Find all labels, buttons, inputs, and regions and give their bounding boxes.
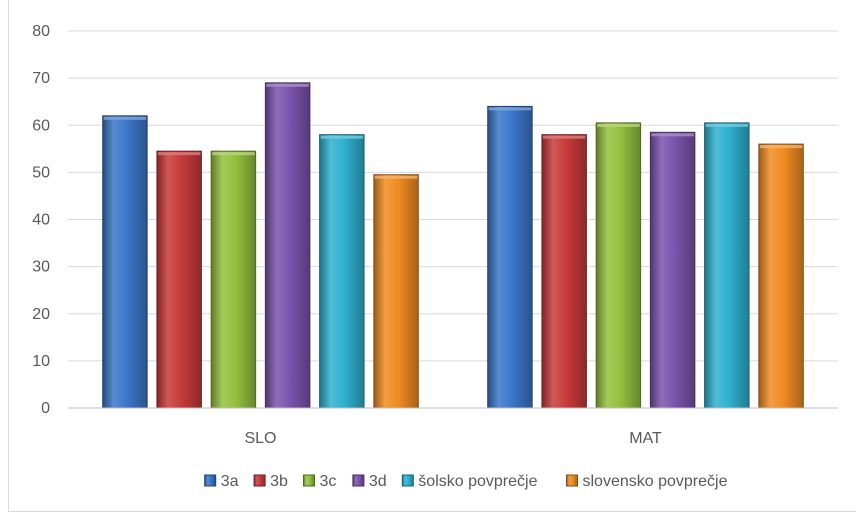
bar-highlight <box>542 135 586 139</box>
legend: 3a 3b 3c 3d šolsko povprečje slovensko povpre… <box>204 473 728 490</box>
legend-label: 3b <box>270 473 288 490</box>
y-tick-label: 20 <box>32 306 50 323</box>
y-tick-label: 70 <box>32 70 50 87</box>
legend-label: 3d <box>369 473 387 490</box>
bar-highlight <box>212 152 255 156</box>
legend-item: 3c <box>303 473 337 490</box>
legend-label: 3c <box>320 473 337 490</box>
bar-highlight <box>488 107 532 111</box>
y-tick-label: 10 <box>32 353 50 370</box>
bar-mat-5 <box>704 122 750 409</box>
bar-highlight <box>705 123 749 127</box>
bar-mat-1 <box>487 105 533 409</box>
y-tick-label: 0 <box>41 400 50 417</box>
legend-item: 3a <box>204 473 239 490</box>
bar-mat-3 <box>595 122 642 409</box>
y-tick-label: 40 <box>32 212 50 229</box>
legend-item: 3b <box>253 473 288 490</box>
legend-swatch <box>253 474 266 487</box>
y-tick-label: 30 <box>32 259 50 276</box>
bar-slo-1 <box>102 115 148 409</box>
y-tick-label: 50 <box>32 164 50 181</box>
bar-slo-5 <box>319 134 365 409</box>
bar-mat-2 <box>541 134 587 409</box>
x-category-label: MAT <box>629 430 662 447</box>
legend-swatch <box>352 474 365 487</box>
bar-highlight <box>651 133 694 137</box>
bar-highlight <box>759 145 803 149</box>
legend-swatch <box>566 474 578 487</box>
legend-label: šolsko povprečje <box>418 473 537 490</box>
legend-label: slovensko povprečje <box>583 473 728 490</box>
legend-item: slovensko povprečje <box>566 473 728 490</box>
legend-swatch <box>303 474 315 487</box>
bar-slo-2 <box>156 150 202 409</box>
chart-area <box>8 0 856 512</box>
bar-slo-3 <box>210 150 257 409</box>
legend-label: 3a <box>221 473 239 490</box>
y-axis-ticks: 0 10 20 30 40 50 60 70 80 <box>32 23 50 417</box>
legend-item: šolsko povprečje <box>401 473 538 490</box>
y-tick-label: 60 <box>32 117 50 134</box>
bar-highlight <box>103 116 147 120</box>
bar-highlight <box>266 83 309 87</box>
bar-highlight <box>320 135 364 139</box>
y-tick-label: 80 <box>32 23 50 40</box>
x-axis-categories: SLO MAT <box>244 430 662 447</box>
bar-highlight <box>157 152 201 156</box>
bar-mat-4 <box>649 131 696 409</box>
bar-highlight <box>374 175 418 179</box>
legend-item: 3d <box>352 473 387 490</box>
bar-highlight <box>597 123 640 127</box>
bar-mat-6 <box>758 143 804 409</box>
bar-slo-6 <box>373 174 419 409</box>
bars <box>102 82 804 409</box>
legend-swatch <box>204 474 217 487</box>
legend-swatch <box>401 474 414 487</box>
bar-slo-4 <box>264 82 311 409</box>
x-category-label: SLO <box>244 430 276 447</box>
